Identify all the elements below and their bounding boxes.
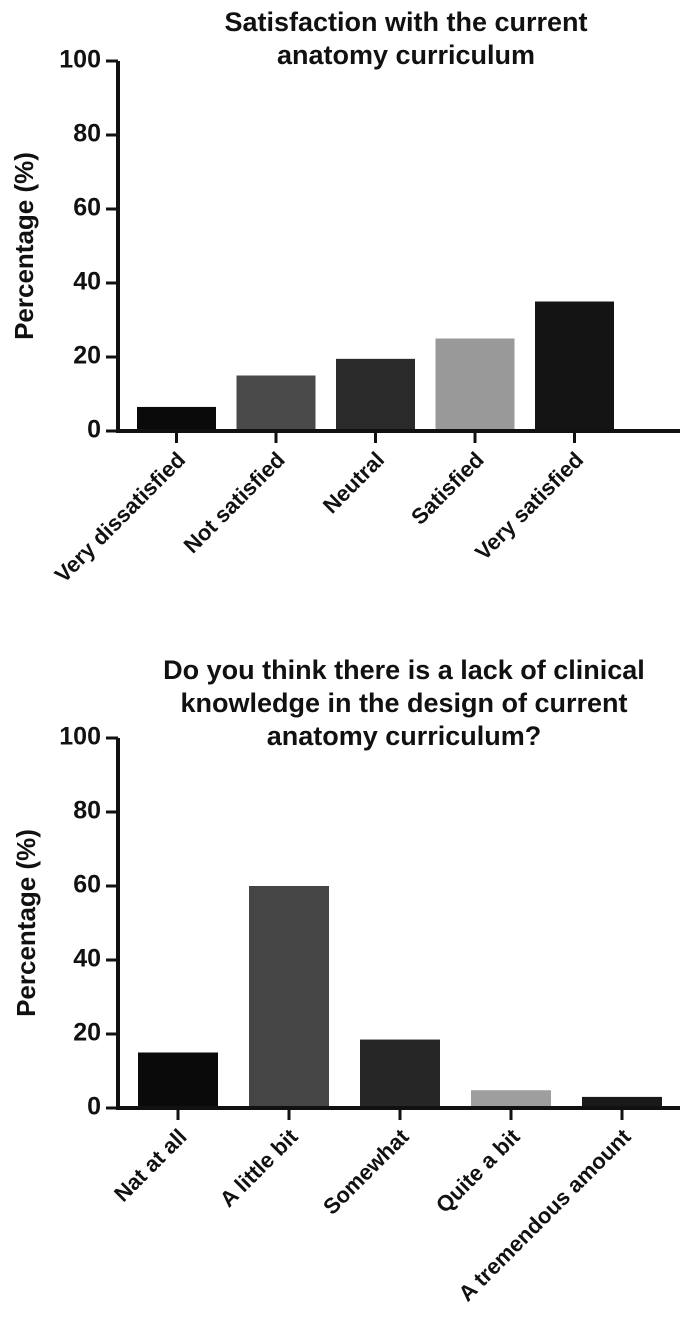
bar-satisfied — [435, 338, 515, 431]
x-category-label: Very dissatisfied — [50, 447, 190, 587]
bar-somewhat — [360, 1039, 440, 1108]
y-axis-label: Percentage (%) — [9, 152, 39, 340]
y-tick-label: 0 — [87, 1093, 101, 1121]
x-category-label: Somewhat — [318, 1123, 414, 1219]
y-tick-label: 60 — [73, 871, 101, 899]
bar-very-dissatisfied — [137, 406, 216, 431]
y-tick-label: 60 — [73, 194, 101, 222]
x-category-label: Not satisfied — [179, 447, 290, 558]
chart-title-line: Do you think there is a lack of clinical — [163, 655, 645, 685]
x-category-label: Quite a bit — [431, 1123, 525, 1217]
chart-title-line: Satisfaction with the current — [224, 7, 587, 37]
y-tick-label: 20 — [73, 342, 101, 370]
y-tick-label: 0 — [87, 416, 101, 444]
bar-a-tremendous-amount — [582, 1096, 662, 1108]
y-tick-label: 80 — [73, 120, 101, 148]
bar-a-little-bit — [249, 886, 329, 1108]
x-category-label: A little bit — [215, 1123, 303, 1211]
y-tick-label: 40 — [73, 945, 101, 973]
y-tick-label: 80 — [73, 797, 101, 825]
x-category-label: Satisfied — [406, 447, 489, 530]
bar-quite-a-bit — [471, 1090, 551, 1108]
chart-title-line: anatomy curriculum? — [267, 721, 542, 751]
bar-not-satisfied — [236, 375, 316, 431]
y-tick-label: 100 — [59, 46, 101, 74]
bar-nat-at-all — [138, 1052, 218, 1108]
bar-very-satisfied — [535, 301, 614, 431]
bar-neutral — [336, 358, 415, 431]
chart-title-line: anatomy curriculum — [277, 40, 535, 70]
chart-title-line: knowledge in the design of current — [180, 688, 627, 718]
x-category-label: Nat at all — [109, 1124, 192, 1207]
y-tick-label: 20 — [73, 1019, 101, 1047]
y-axis-label: Percentage (%) — [11, 829, 41, 1017]
chart-clinical-knowledge: Do you think there is a lack of clinical… — [11, 655, 680, 1306]
y-tick-label: 40 — [73, 268, 101, 296]
y-tick-label: 100 — [59, 723, 101, 751]
x-category-label: Neutral — [318, 447, 389, 518]
